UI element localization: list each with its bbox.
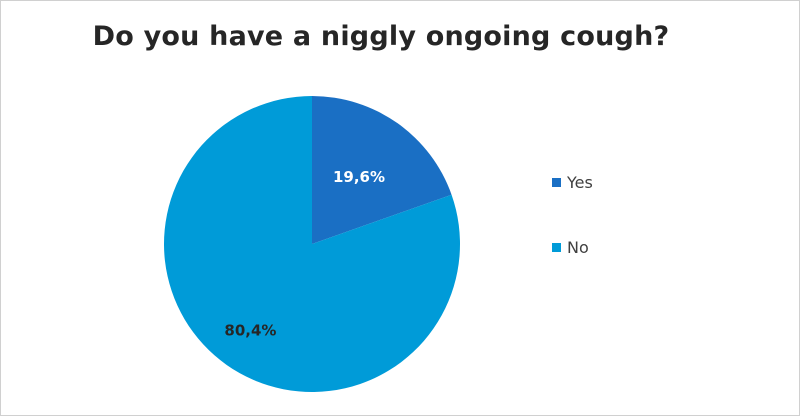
data-label-no: 80,4% [224,321,276,339]
legend: Yes No [552,171,593,301]
legend-swatch-yes [552,177,561,187]
legend-label-no: No [567,237,589,257]
pie-slice-no [163,96,460,392]
legend-swatch-no [552,242,561,252]
legend-item-no: No [552,236,593,258]
legend-label-yes: Yes [567,172,593,192]
pie-slice-yes [312,96,452,244]
data-label-yes: 19,6% [333,168,385,186]
legend-item-yes: Yes [552,171,593,193]
chart-title: Do you have a niggly ongoing cough? [92,21,670,52]
